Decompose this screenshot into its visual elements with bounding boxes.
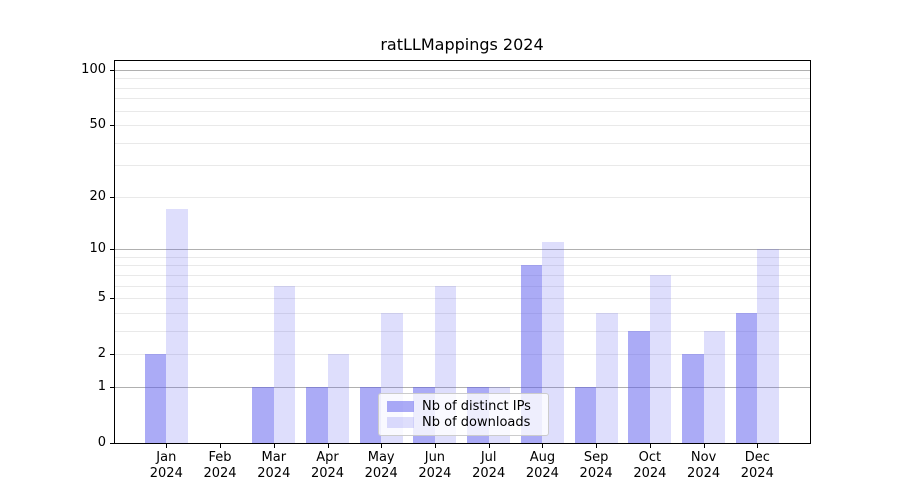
- bar-distinct-ips: [306, 386, 328, 443]
- x-tick: [488, 444, 490, 448]
- gridline-major: [114, 249, 810, 251]
- bar-downloads: [649, 274, 672, 443]
- legend-label-downloads: Nb of downloads: [422, 415, 531, 431]
- x-tick: [434, 444, 436, 448]
- bar-distinct-ips: [682, 354, 704, 443]
- gridline-minor: [114, 110, 810, 112]
- plot-spine-top: [114, 60, 811, 61]
- bar-distinct-ips: [252, 386, 274, 443]
- gridline-minor: [114, 125, 810, 126]
- gridline-major: [114, 386, 810, 388]
- y-tick-label: 20: [89, 188, 106, 204]
- bar-downloads: [166, 209, 188, 443]
- x-tick: [327, 444, 329, 448]
- x-tick-label: Mar 2024: [257, 450, 291, 481]
- y-tick: [110, 443, 114, 444]
- x-tick-label: May 2024: [364, 450, 398, 481]
- y-tick: [110, 69, 114, 71]
- bar-downloads: [542, 242, 564, 443]
- y-tick-label: 2: [97, 346, 106, 362]
- y-tick: [110, 249, 114, 251]
- bar-distinct-ips: [359, 386, 382, 443]
- gridline-minor: [114, 98, 810, 100]
- y-tick: [110, 354, 114, 356]
- distinct-ips-swatch-icon: [387, 400, 414, 412]
- x-tick: [381, 444, 383, 448]
- x-tick-label: Nov 2024: [687, 450, 721, 481]
- bar-downloads: [757, 249, 779, 443]
- x-tick: [596, 444, 598, 448]
- y-tick-label: 0: [97, 435, 106, 450]
- y-tick: [110, 386, 114, 388]
- y-tick-label: 5: [97, 290, 106, 306]
- bar-downloads: [327, 354, 349, 443]
- gridline-minor: [114, 78, 810, 80]
- gridline-minor: [114, 312, 810, 314]
- gridline-minor: [114, 274, 810, 276]
- x-tick-label: Feb 2024: [203, 450, 237, 481]
- x-tick: [220, 444, 221, 448]
- x-tick: [166, 444, 168, 448]
- x-tick: [757, 444, 759, 448]
- legend-row-downloads: Nb of downloads: [387, 415, 540, 431]
- gridline-minor: [114, 87, 810, 89]
- bar-distinct-ips: [574, 386, 597, 443]
- gridline-minor: [114, 265, 810, 267]
- x-tick: [273, 444, 275, 448]
- bar-distinct-ips: [735, 312, 758, 443]
- x-tick-label: Oct 2024: [633, 450, 667, 481]
- x-tick: [649, 444, 651, 448]
- bar-downloads: [703, 330, 726, 443]
- gridline-minor: [114, 142, 810, 144]
- gridline-minor: [114, 330, 810, 332]
- x-tick-label: Aug 2024: [525, 450, 559, 481]
- gridline-minor: [114, 298, 810, 300]
- plot-area: [114, 60, 810, 443]
- plot-spine-bottom: [114, 443, 811, 444]
- y-tick-label: 100: [81, 61, 106, 77]
- gridline-minor: [114, 256, 810, 258]
- y-tick-label: 10: [89, 241, 106, 257]
- x-tick: [703, 444, 705, 448]
- gridline-major: [114, 69, 810, 71]
- gridline-minor: [114, 196, 810, 198]
- x-tick-label: Apr 2024: [310, 450, 345, 481]
- y-tick: [110, 196, 114, 198]
- y-tick-label: 1: [97, 378, 106, 394]
- gridline-minor: [114, 165, 810, 167]
- plot-spine-right: [810, 60, 811, 444]
- bar-downloads: [596, 312, 618, 443]
- y-tick: [110, 125, 114, 126]
- bar-distinct-ips: [628, 330, 650, 443]
- plot-spine-left: [114, 60, 115, 444]
- gridline-minor: [114, 354, 810, 356]
- x-tick-label: Jan 2024: [149, 450, 183, 481]
- x-tick-label: Jul 2024: [472, 450, 506, 481]
- gridline-minor: [114, 285, 810, 287]
- x-tick: [542, 444, 544, 448]
- chart-title: ratLLMappings 2024: [380, 35, 544, 54]
- x-tick-label: Jun 2024: [418, 450, 452, 481]
- bar-distinct-ips: [144, 354, 167, 443]
- legend-label-distinct-ips: Nb of distinct IPs: [422, 398, 531, 414]
- downloads-swatch-icon: [387, 417, 414, 429]
- y-tick-label: 50: [89, 117, 106, 132]
- x-tick-label: Dec 2024: [740, 450, 774, 481]
- legend-row-distinct-ips: Nb of distinct IPs: [387, 398, 540, 414]
- bar-downloads: [273, 285, 296, 443]
- x-tick-label: Sep 2024: [579, 450, 613, 481]
- legend: Nb of distinct IPs Nb of downloads: [378, 393, 549, 436]
- y-tick: [110, 298, 114, 300]
